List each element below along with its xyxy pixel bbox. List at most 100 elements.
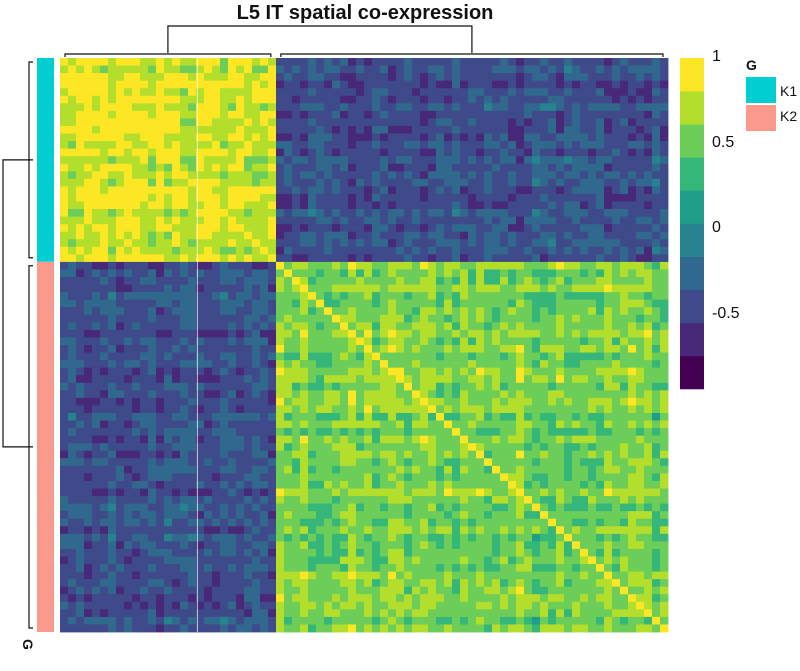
heatmap-cell	[124, 110, 133, 119]
heatmap-cell	[108, 141, 117, 150]
heatmap-cell	[436, 292, 445, 301]
heatmap-cell	[404, 216, 413, 225]
heatmap-cell	[548, 488, 557, 497]
heatmap-cell	[508, 80, 517, 89]
heatmap-cell	[396, 88, 405, 97]
heatmap-cell	[660, 163, 669, 172]
heatmap-cell	[652, 541, 661, 550]
heatmap-cell	[164, 488, 173, 497]
heatmap-cell	[84, 216, 93, 225]
heatmap-cell	[76, 292, 85, 301]
heatmap-cell	[172, 480, 181, 489]
heatmap-cell	[268, 412, 277, 421]
heatmap-cell	[292, 163, 301, 172]
heatmap-cell	[284, 458, 293, 467]
heatmap-cell	[148, 526, 157, 535]
heatmap-cell	[588, 231, 597, 240]
heatmap-cell	[68, 209, 77, 217]
heatmap-cell	[388, 397, 397, 406]
heatmap-cell	[556, 314, 565, 323]
heatmap-cell	[140, 382, 149, 391]
heatmap-cell	[308, 352, 317, 361]
heatmap-cell	[468, 314, 477, 323]
heatmap-cell	[348, 73, 357, 82]
heatmap-cell	[484, 390, 493, 399]
heatmap-cell	[660, 518, 669, 527]
heatmap-cell	[212, 420, 221, 429]
heatmap-cell	[212, 496, 221, 504]
heatmap-cell	[308, 277, 317, 285]
heatmap-cell	[140, 284, 149, 293]
heatmap-cell	[604, 88, 613, 97]
heatmap-cell	[284, 412, 293, 421]
heatmap-cell	[508, 375, 517, 384]
heatmap-cell	[572, 360, 581, 369]
heatmap-cell	[188, 526, 197, 535]
heatmap-cell	[532, 284, 541, 293]
heatmap-cell	[508, 193, 517, 202]
heatmap-cell	[284, 171, 293, 180]
heatmap-cell	[100, 337, 109, 346]
heatmap-cell	[228, 193, 237, 202]
heatmap-cell	[132, 526, 141, 535]
heatmap-cell	[628, 412, 637, 421]
heatmap-cell	[236, 397, 245, 406]
heatmap-cell	[332, 511, 341, 520]
heatmap-cell	[524, 390, 533, 399]
heatmap-cell	[220, 465, 229, 474]
heatmap-cell	[332, 435, 341, 444]
heatmap-cell	[356, 473, 365, 482]
heatmap-cell	[396, 254, 405, 263]
heatmap-cell	[444, 277, 453, 285]
heatmap-cell	[628, 405, 637, 414]
heatmap-cell	[628, 201, 637, 210]
heatmap-cell	[612, 412, 621, 421]
heatmap-cell	[212, 390, 221, 399]
heatmap-cell	[660, 209, 669, 217]
heatmap-cell	[572, 171, 581, 180]
heatmap-cell	[260, 163, 269, 172]
heatmap-cell	[260, 148, 269, 157]
heatmap-cell	[412, 95, 421, 104]
heatmap-cell	[356, 435, 365, 444]
heatmap-cell	[580, 480, 589, 489]
heatmap-cell	[500, 186, 509, 195]
heatmap-cell	[436, 231, 445, 240]
heatmap-cell	[204, 299, 213, 308]
heatmap-cell	[484, 375, 493, 384]
heatmap-cell	[164, 58, 173, 66]
heatmap-cell	[516, 246, 525, 255]
heatmap-cell	[100, 224, 109, 233]
heatmap-cell	[124, 163, 133, 172]
heatmap-cell	[460, 435, 469, 444]
heatmap-cell	[204, 254, 213, 263]
heatmap-cell	[308, 496, 317, 504]
heatmap-cell	[92, 496, 101, 504]
heatmap-cell	[164, 420, 173, 429]
heatmap-cell	[244, 397, 253, 406]
heatmap-cell	[628, 541, 637, 550]
heatmap-cell	[92, 473, 101, 482]
heatmap-cell	[372, 141, 381, 150]
heatmap-cell	[636, 375, 645, 384]
heatmap-cell	[660, 526, 669, 535]
heatmap-cell	[316, 125, 325, 134]
heatmap-cell	[108, 329, 117, 338]
heatmap-cell	[260, 480, 269, 489]
heatmap-cell	[228, 156, 237, 165]
heatmap-cell	[428, 110, 437, 119]
heatmap-cell	[300, 201, 309, 210]
heatmap-cell	[444, 103, 453, 112]
heatmap-cell	[380, 420, 389, 429]
heatmap-cell	[564, 382, 573, 391]
heatmap-cell	[508, 239, 517, 248]
heatmap-cell	[412, 292, 421, 301]
heatmap-cell	[268, 390, 277, 399]
heatmap-cell	[620, 163, 629, 172]
heatmap-cell	[356, 148, 365, 157]
heatmap-cell	[60, 171, 69, 180]
heatmap-cell	[564, 299, 573, 308]
heatmap-cell	[492, 533, 501, 542]
heatmap-cell	[644, 65, 653, 74]
heatmap-cell	[404, 65, 413, 74]
